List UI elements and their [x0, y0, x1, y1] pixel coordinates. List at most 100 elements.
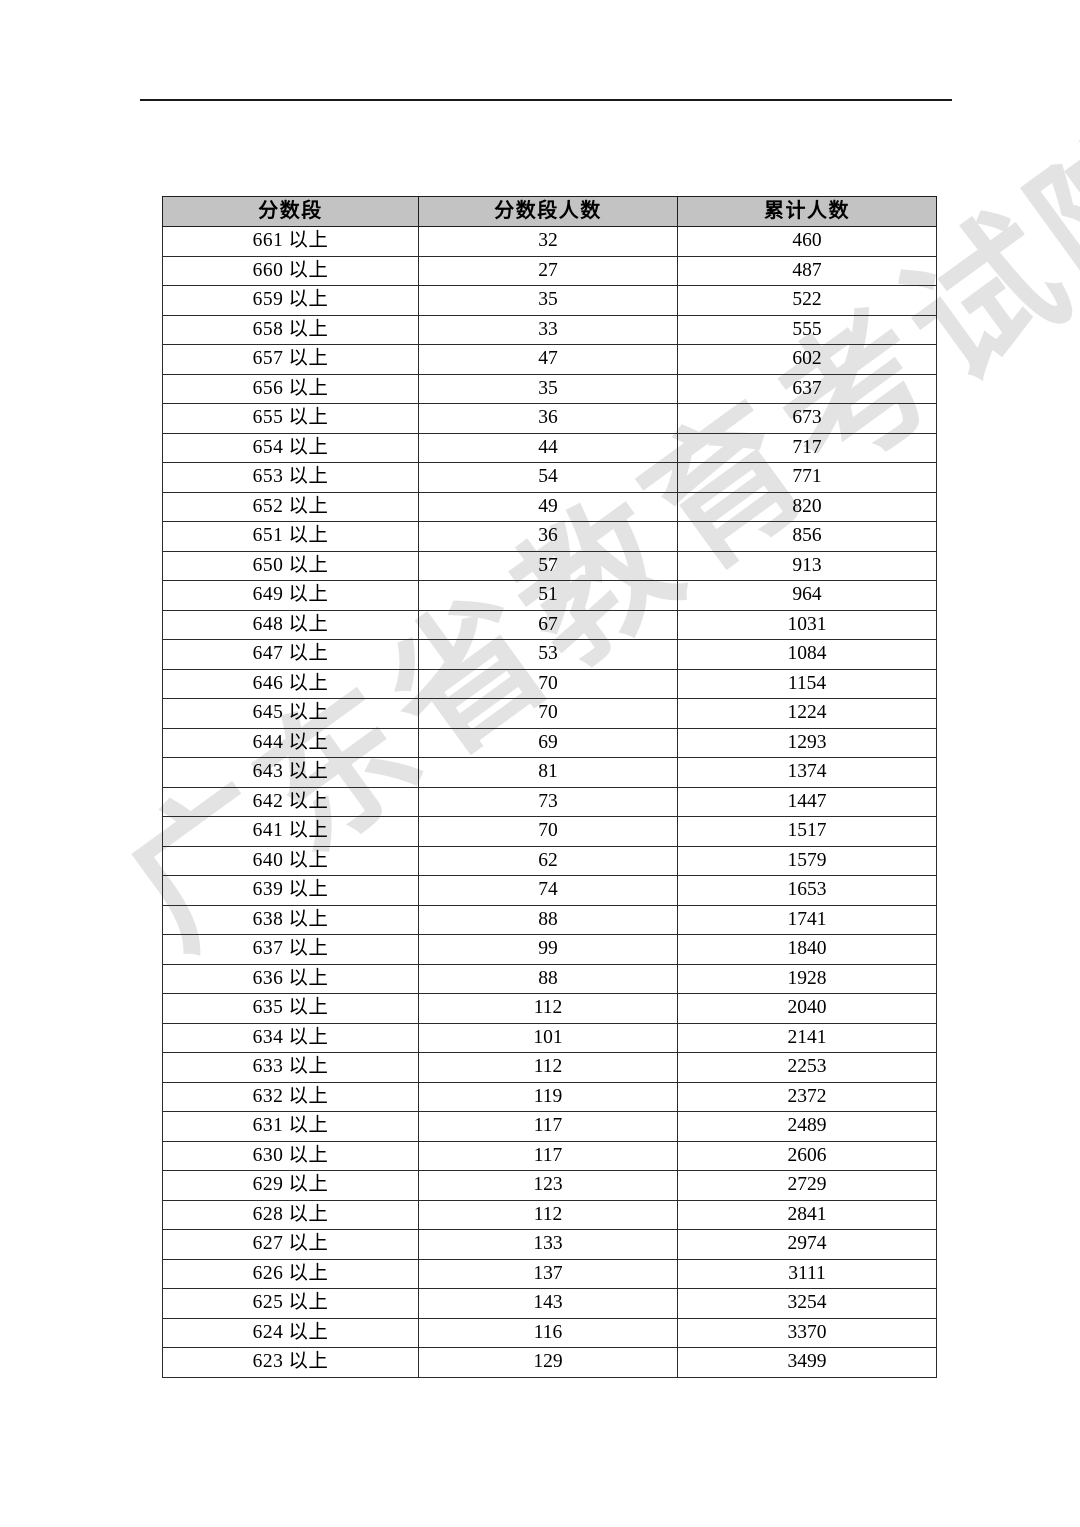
cell-score-band: 625 以上	[162, 1288, 419, 1319]
cell-band-count: 117	[418, 1140, 678, 1171]
table-row: 645 以上 70 1224	[162, 698, 937, 729]
score-band-value: 623	[252, 1351, 284, 1372]
cell-band-count: 81	[418, 757, 678, 788]
score-band-value: 643	[252, 761, 284, 782]
cell-band-count: 143	[418, 1288, 678, 1319]
table-row: 646 以上 70 1154	[162, 668, 937, 699]
table-row: 624 以上 116 3370	[162, 1317, 937, 1348]
cell-score-band: 628 以上	[162, 1199, 419, 1230]
table-row: 642 以上 73 1447	[162, 786, 937, 817]
cell-score-band: 644 以上	[162, 727, 419, 758]
table-row: 638 以上 88 1741	[162, 904, 937, 935]
cell-cumulative-count: 2141	[677, 1022, 937, 1053]
cell-band-count: 36	[418, 403, 678, 434]
table-row: 623 以上 129 3499	[162, 1347, 937, 1378]
score-band-suffix: 以上	[288, 1085, 329, 1107]
cell-cumulative-count: 1840	[677, 934, 937, 965]
score-band-value: 652	[252, 495, 284, 517]
cell-cumulative-count: 1084	[677, 639, 937, 670]
cell-score-band: 649 以上	[162, 580, 419, 611]
table-row: 639 以上 74 1653	[162, 875, 937, 906]
cell-cumulative-count: 460	[677, 226, 937, 257]
score-band-value: 633	[252, 1056, 284, 1077]
score-band-value: 642	[252, 790, 284, 812]
cell-cumulative-count: 602	[677, 344, 937, 375]
score-band-value: 644	[252, 731, 284, 753]
table-row: 660 以上 27 487	[162, 255, 937, 286]
score-band-suffix: 以上	[288, 1203, 329, 1225]
score-band-value: 631	[252, 1115, 284, 1136]
score-band-suffix: 以上	[288, 967, 329, 989]
score-band-value: 634	[252, 1026, 284, 1048]
cell-cumulative-count: 2729	[677, 1170, 937, 1201]
cell-cumulative-count: 2372	[677, 1081, 937, 1112]
cell-cumulative-count: 3111	[677, 1258, 937, 1289]
cell-band-count: 67	[418, 609, 678, 640]
score-band-suffix: 以上	[288, 554, 329, 576]
cell-cumulative-count: 1447	[677, 786, 937, 817]
score-band-value: 632	[252, 1085, 284, 1107]
score-band-suffix: 以上	[288, 1262, 329, 1284]
cell-cumulative-count: 2974	[677, 1229, 937, 1260]
cell-band-count: 74	[418, 875, 678, 906]
table-row: 658 以上 33 555	[162, 314, 937, 345]
cell-band-count: 101	[418, 1022, 678, 1053]
cell-cumulative-count: 913	[677, 550, 937, 581]
cell-cumulative-count: 637	[677, 373, 937, 404]
column-header-score-band: 分数段	[162, 196, 419, 227]
cell-score-band: 656 以上	[162, 373, 419, 404]
cell-score-band: 642 以上	[162, 786, 419, 817]
table-row: 637 以上 99 1840	[162, 934, 937, 965]
cell-band-count: 44	[418, 432, 678, 463]
cell-band-count: 70	[418, 668, 678, 699]
cell-cumulative-count: 1031	[677, 609, 937, 640]
score-band-value: 628	[252, 1203, 284, 1225]
table-row: 654 以上 44 717	[162, 432, 937, 463]
column-header-band-count: 分数段人数	[418, 196, 678, 227]
score-band-suffix: 以上	[288, 790, 329, 812]
score-band-suffix: 以上	[288, 377, 329, 399]
cell-band-count: 88	[418, 963, 678, 994]
cell-score-band: 657 以上	[162, 344, 419, 375]
cell-band-count: 117	[418, 1111, 678, 1142]
cell-score-band: 624 以上	[162, 1317, 419, 1348]
score-distribution-table-container: 分数段 分数段人数 累计人数 661 以上 32 460 660 以上 27 487 659 以上…	[162, 196, 937, 1378]
cell-score-band: 652 以上	[162, 491, 419, 522]
score-band-value: 657	[252, 348, 284, 369]
score-band-value: 659	[252, 289, 284, 310]
score-band-suffix: 以上	[288, 997, 329, 1018]
table-row: 634 以上 101 2141	[162, 1022, 937, 1053]
cell-band-count: 116	[418, 1317, 678, 1348]
cell-band-count: 32	[418, 226, 678, 257]
cell-cumulative-count: 1928	[677, 963, 937, 994]
cell-cumulative-count: 1293	[677, 727, 937, 758]
table-row: 635 以上 112 2040	[162, 993, 937, 1024]
table-row: 629 以上 123 2729	[162, 1170, 937, 1201]
cell-score-band: 631 以上	[162, 1111, 419, 1142]
cell-score-band: 635 以上	[162, 993, 419, 1024]
table-row: 627 以上 133 2974	[162, 1229, 937, 1260]
score-band-suffix: 以上	[288, 1174, 329, 1195]
table-row: 625 以上 143 3254	[162, 1288, 937, 1319]
cell-score-band: 639 以上	[162, 875, 419, 906]
score-band-value: 630	[252, 1144, 284, 1166]
cell-score-band: 659 以上	[162, 285, 419, 316]
score-band-suffix: 以上	[288, 849, 329, 871]
cell-band-count: 36	[418, 521, 678, 552]
column-header-cumulative-count: 累计人数	[677, 196, 937, 227]
table-row: 644 以上 69 1293	[162, 727, 937, 758]
cell-score-band: 643 以上	[162, 757, 419, 788]
cell-band-count: 70	[418, 698, 678, 729]
table-row: 641 以上 70 1517	[162, 816, 937, 847]
cell-cumulative-count: 673	[677, 403, 937, 434]
cell-score-band: 640 以上	[162, 845, 419, 876]
table-row: 661 以上 32 460	[162, 226, 937, 257]
cell-cumulative-count: 1154	[677, 668, 937, 699]
cell-score-band: 655 以上	[162, 403, 419, 434]
cell-cumulative-count: 3370	[677, 1317, 937, 1348]
cell-score-band: 658 以上	[162, 314, 419, 345]
cell-cumulative-count: 2489	[677, 1111, 937, 1142]
table-row: 650 以上 57 913	[162, 550, 937, 581]
score-band-value: 639	[252, 879, 284, 900]
score-band-suffix: 以上	[288, 613, 329, 635]
